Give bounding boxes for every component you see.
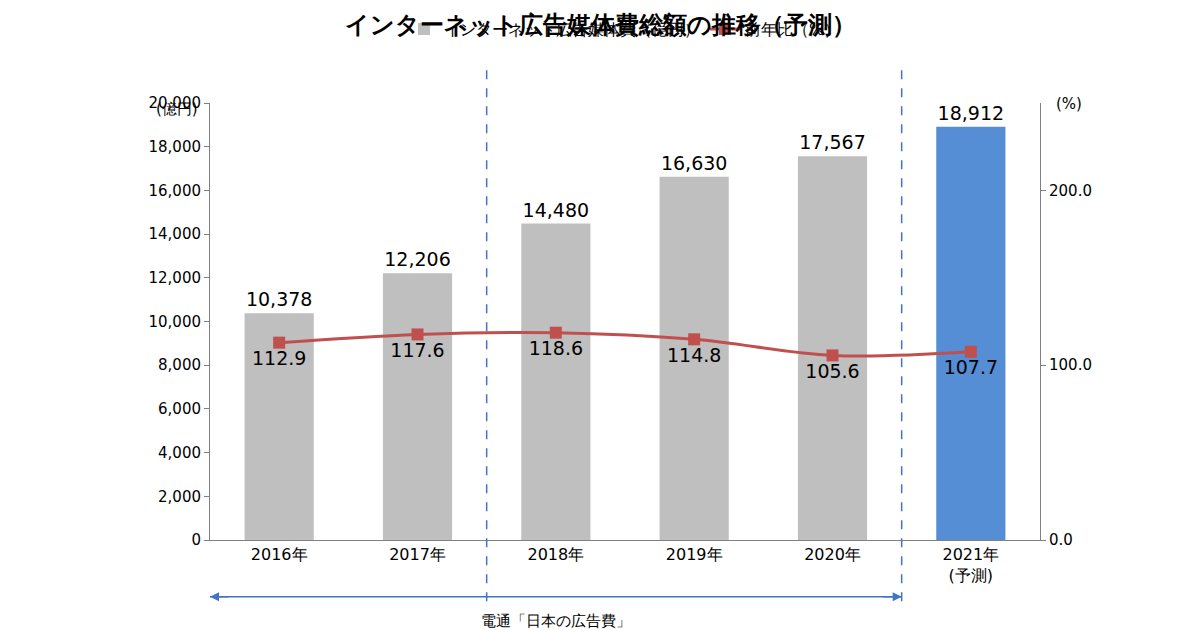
svg-text:12,000: 12,000	[149, 269, 202, 287]
svg-text:2020年: 2020年	[804, 545, 861, 564]
svg-text:0.0: 0.0	[1049, 531, 1073, 549]
svg-text:112.9: 112.9	[252, 347, 306, 369]
svg-text:20,000: 20,000	[149, 94, 202, 112]
svg-text:18,912: 18,912	[938, 102, 1004, 124]
svg-text:10,000: 10,000	[149, 313, 202, 331]
svg-text:2017年: 2017年	[389, 545, 446, 564]
svg-text:(%): (%)	[1056, 95, 1082, 113]
svg-text:2016年: 2016年	[251, 545, 308, 564]
svg-text:107.7: 107.7	[944, 356, 998, 378]
svg-text:12,206: 12,206	[384, 248, 450, 270]
svg-text:8,000: 8,000	[158, 356, 201, 374]
svg-text:前年比（%）: 前年比（%）	[745, 20, 840, 39]
svg-text:10,378: 10,378	[246, 288, 312, 310]
svg-text:4,000: 4,000	[158, 444, 201, 462]
svg-text:2019年: 2019年	[666, 545, 723, 564]
svg-text:インターネット広告媒体費（億円）: インターネット広告媒体費（億円）	[444, 20, 700, 39]
svg-text:117.6: 117.6	[390, 339, 444, 361]
svg-text:2,000: 2,000	[158, 488, 201, 506]
svg-text:2018年: 2018年	[527, 545, 584, 564]
svg-text:2021年(予測): 2021年(予測)	[942, 545, 999, 585]
svg-text:118.6: 118.6	[529, 337, 583, 359]
svg-text:(億円): (億円)	[156, 100, 198, 118]
svg-text:電通「日本の広告費」: 電通「日本の広告費」	[481, 612, 631, 630]
svg-text:14,000: 14,000	[149, 225, 202, 243]
svg-text:インターネット広告媒体費総額の推移（予測）: インターネット広告媒体費総額の推移（予測）	[345, 11, 856, 39]
svg-text:6,000: 6,000	[158, 400, 201, 418]
svg-text:0: 0	[191, 531, 201, 549]
svg-text:200.0: 200.0	[1049, 182, 1092, 200]
svg-text:105.6: 105.6	[805, 360, 859, 382]
svg-text:18,000: 18,000	[149, 138, 202, 156]
svg-text:100.0: 100.0	[1049, 356, 1092, 374]
svg-text:16,630: 16,630	[661, 152, 727, 174]
svg-text:14,480: 14,480	[523, 199, 589, 221]
svg-text:114.8: 114.8	[667, 344, 721, 366]
svg-text:17,567: 17,567	[799, 131, 865, 153]
svg-text:16,000: 16,000	[149, 182, 202, 200]
